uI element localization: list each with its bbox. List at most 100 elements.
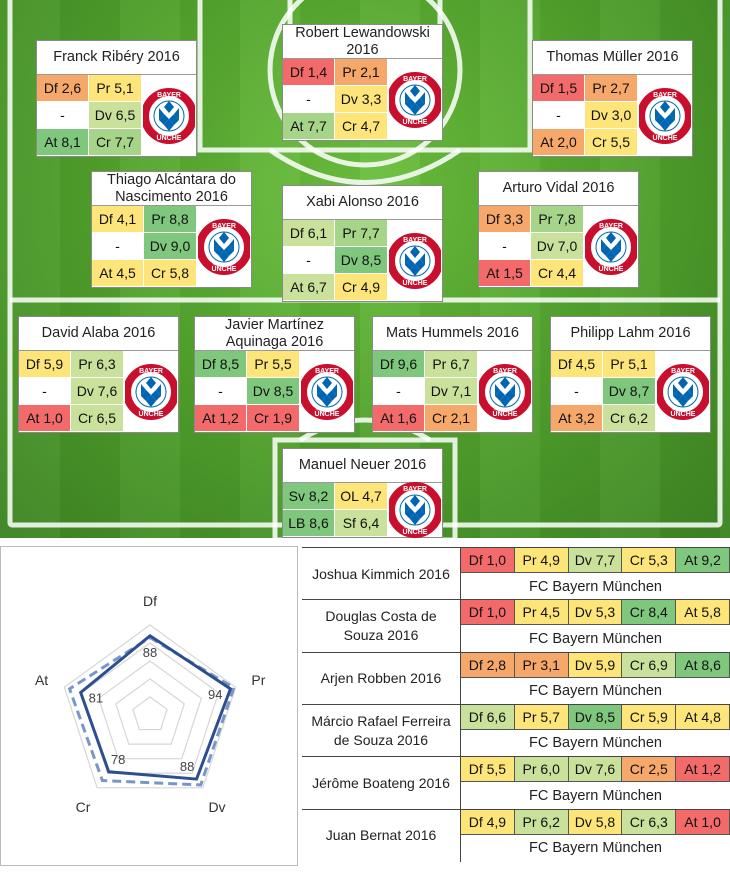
player-card: Mats Hummels 2016 Df 9,6 Pr 6,7- Dv 7,1 At 1… bbox=[372, 316, 533, 433]
svg-text:BAYER: BAYER bbox=[212, 223, 236, 230]
stat-cell: Cr 7,7 bbox=[89, 129, 142, 156]
stat-cell: Df 2,8 bbox=[461, 652, 515, 678]
player-card: Arturo Vidal 2016 Df 3,3 Pr 7,8- Dv 7,0 At 1… bbox=[478, 171, 639, 288]
stat-cell: - bbox=[92, 233, 144, 260]
stat-cell: At 1,0 bbox=[19, 405, 71, 432]
club-name: FC Bayern München bbox=[529, 578, 662, 595]
player-card: Xabi Alonso 2016 Df 6,1 Pr 7,7- Dv 8,5 At 6,… bbox=[282, 185, 443, 302]
stat-cell: Pr 2,7 bbox=[585, 75, 638, 102]
bench-row: Márcio Rafael Ferreira de Souza 2016 Df 6… bbox=[302, 703, 730, 757]
stat-cell: Dv 8,5 bbox=[568, 704, 623, 730]
stat-cell: Cr 6,5 bbox=[71, 405, 124, 432]
stat-cell: Df 8,5 bbox=[195, 351, 247, 378]
stat-cell: Dv 5,9 bbox=[568, 652, 623, 678]
stat-cell: Dv 8,7 bbox=[603, 378, 656, 405]
player-card: Thiago Alcántara do Nascimento 2016 Df 4,… bbox=[91, 171, 252, 288]
stat-cell: Pr 4,5 bbox=[514, 600, 569, 626]
stat-cell: Df 4,1 bbox=[92, 206, 144, 233]
stat-cell: Pr 5,5 bbox=[247, 351, 300, 378]
stat-cell: Dv 5,8 bbox=[568, 809, 623, 835]
stat-cell: At 2,0 bbox=[533, 129, 585, 156]
stat-cell: Dv 8,5 bbox=[335, 247, 388, 274]
stat-cell: Pr 3,1 bbox=[514, 652, 569, 678]
club-name: FC Bayern München bbox=[529, 735, 662, 752]
stat-cell: - bbox=[373, 378, 425, 405]
player-name: Xabi Alonso 2016 bbox=[283, 186, 442, 220]
club-name: FC Bayern München bbox=[529, 840, 662, 856]
bench-row: Joshua Kimmich 2016 Df 1,0 Pr 4,9 Dv 7,7 Cr … bbox=[302, 547, 730, 600]
stat-cell: At 8,1 bbox=[37, 129, 89, 156]
svg-text:BAYER: BAYER bbox=[157, 92, 181, 99]
bayern-logo-icon: BAYER ÜNCHE bbox=[389, 71, 441, 128]
svg-text:BAYER: BAYER bbox=[403, 237, 427, 244]
stat-cell: Dv 8,5 bbox=[247, 378, 300, 405]
stat-cell: Cr 5,5 bbox=[585, 129, 638, 156]
stat-cell: At 9,2 bbox=[676, 548, 730, 573]
radar-grid bbox=[115, 678, 185, 745]
player-name: Philipp Lahm 2016 bbox=[551, 317, 710, 351]
stat-cell: - bbox=[533, 102, 585, 129]
stat-cell: Pr 6,0 bbox=[514, 757, 569, 783]
stat-cell: Dv 5,3 bbox=[568, 600, 623, 626]
radar-axis-label: Pr bbox=[251, 672, 265, 688]
player-name: Manuel Neuer 2016 bbox=[283, 449, 442, 483]
stat-cell: Df 9,6 bbox=[373, 351, 425, 378]
bench-row: Arjen Robben 2016 Df 2,8 Pr 3,1 Dv 5,9 Cr 6,… bbox=[302, 651, 730, 705]
svg-text:BAYER: BAYER bbox=[493, 368, 517, 375]
stat-cell: Cr 5,9 bbox=[622, 704, 677, 730]
player-card: Thomas Müller 2016 Df 1,5 Pr 2,7- Dv 3,0 At … bbox=[532, 40, 693, 157]
player-name: Arturo Vidal 2016 bbox=[479, 172, 638, 206]
stat-cell: At 6,7 bbox=[283, 274, 335, 301]
player-name: Robert Lewandowski 2016 bbox=[283, 25, 442, 59]
bayern-logo-icon: BAYER ÜNCHE bbox=[143, 87, 195, 144]
bench-player-name: Douglas Costa de Souza 2016 bbox=[302, 600, 461, 653]
bench-player-name: Jérôme Boateng 2016 bbox=[302, 757, 461, 810]
stat-cell: At 1,6 bbox=[373, 405, 425, 432]
stat-cell: At 4,5 bbox=[92, 260, 144, 287]
stat-cell: Dv 7,1 bbox=[425, 378, 478, 405]
stat-cell: - bbox=[551, 378, 603, 405]
stat-cell: Dv 7,0 bbox=[531, 233, 584, 260]
svg-text:ÜNCHE: ÜNCHE bbox=[653, 133, 678, 142]
stat-cell: - bbox=[283, 86, 335, 113]
bayern-logo-icon: BAYER ÜNCHE bbox=[479, 363, 531, 420]
stat-cell: OL 4,7 bbox=[335, 483, 388, 510]
stat-cell: Df 5,5 bbox=[461, 757, 515, 783]
radar-value-label: 88 bbox=[143, 645, 157, 660]
svg-text:ÜNCHE: ÜNCHE bbox=[493, 409, 518, 418]
stat-cell: Pr 2,1 bbox=[335, 59, 388, 86]
stat-cell: Sv 8,2 bbox=[283, 483, 335, 510]
stat-cell: Cr 6,3 bbox=[622, 809, 677, 835]
radar-axis-label: Df bbox=[143, 593, 157, 609]
player-card: David Alaba 2016 Df 5,9 Pr 6,3- Dv 7,6 At 1,… bbox=[18, 316, 179, 433]
bench-player-name: Arjen Robben 2016 bbox=[302, 652, 461, 705]
radar-axis-label: Dv bbox=[208, 799, 225, 815]
stat-cell: Df 1,0 bbox=[461, 600, 515, 626]
stat-cell: Cr 1,9 bbox=[247, 405, 300, 432]
bayern-logo-icon: BAYER ÜNCHE bbox=[657, 363, 709, 420]
stat-cell: Cr 8,4 bbox=[622, 600, 677, 626]
svg-text:BAYER: BAYER bbox=[139, 368, 163, 375]
stat-cell: Pr 6,7 bbox=[425, 351, 478, 378]
player-card: Franck Ribéry 2016 Df 2,6 Pr 5,1- Dv 6,5 At … bbox=[36, 40, 197, 157]
club-name: FC Bayern München bbox=[529, 683, 662, 700]
bayern-logo-icon: BAYER ÜNCHE bbox=[639, 87, 691, 144]
svg-text:ÜNCHE: ÜNCHE bbox=[315, 409, 340, 418]
stat-cell: Sf 6,4 bbox=[335, 510, 388, 537]
svg-text:BAYER: BAYER bbox=[403, 76, 427, 83]
stat-cell: Cr 6,2 bbox=[603, 405, 656, 432]
player-name: Thiago Alcántara do Nascimento 2016 bbox=[92, 172, 251, 206]
stat-cell: At 1,2 bbox=[195, 405, 247, 432]
player-name: Thomas Müller 2016 bbox=[533, 41, 692, 75]
radar-grid bbox=[97, 660, 203, 760]
svg-text:ÜNCHE: ÜNCHE bbox=[212, 264, 237, 273]
stat-cell: At 8,6 bbox=[676, 652, 730, 678]
stat-cell: - bbox=[283, 247, 335, 274]
stat-cell: Cr 4,7 bbox=[335, 113, 388, 140]
stat-cell: Pr 5,7 bbox=[514, 704, 569, 730]
stat-cell: Df 6,6 bbox=[461, 704, 515, 730]
stat-cell: Pr 5,1 bbox=[603, 351, 656, 378]
bayern-logo-icon: BAYER ÜNCHE bbox=[389, 232, 441, 289]
svg-text:BAYER: BAYER bbox=[653, 92, 677, 99]
stat-cell: Dv 3,3 bbox=[335, 86, 388, 113]
